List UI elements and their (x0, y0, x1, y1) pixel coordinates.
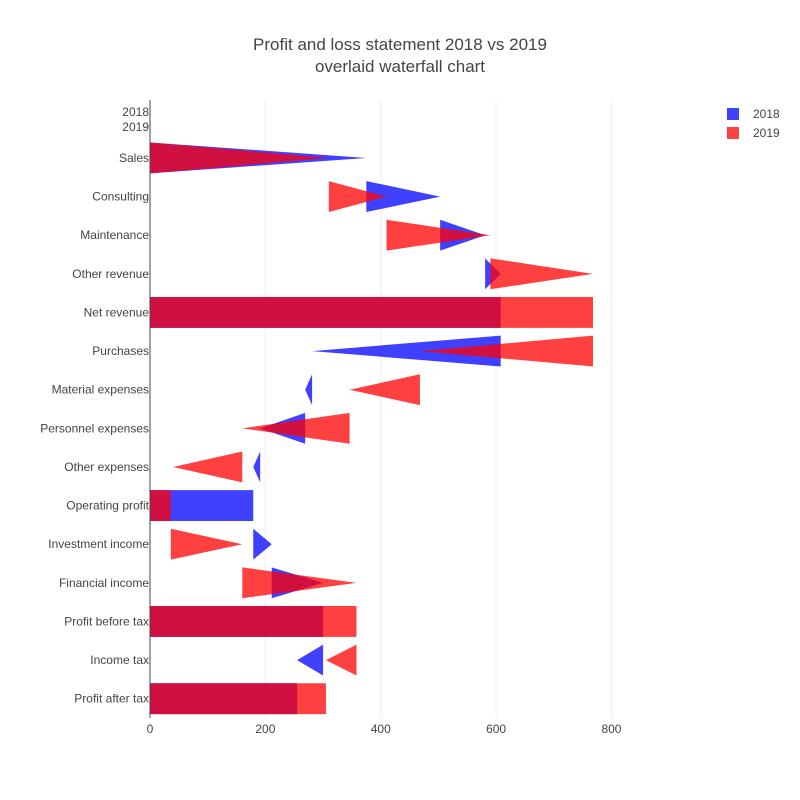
x-tick-label-400: 400 (371, 722, 391, 736)
x-tick-label-200: 200 (255, 722, 275, 736)
bar-2019-personnel-expenses[interactable] (242, 412, 350, 444)
bar-2018-material-expenses[interactable] (305, 374, 313, 406)
bar-2018-consulting[interactable] (366, 181, 441, 213)
legend-item-2018[interactable]: 2018 (727, 107, 780, 121)
legend[interactable]: 2018 2019 (727, 107, 780, 140)
y-tick-label-maintenance: Maintenance (80, 228, 149, 242)
y-tick-label-consulting: Consulting (92, 190, 149, 204)
x-tick-label-800: 800 (601, 722, 621, 736)
bar-2019-operating-profit[interactable] (150, 490, 171, 522)
y-tick-label-other-revenue: Other revenue (72, 267, 149, 281)
legend-label-2018: 2018 (753, 107, 780, 121)
bar-2018-investment-income[interactable] (253, 528, 272, 560)
legend-item-2019[interactable]: 2019 (727, 126, 780, 140)
y-tick-label-purchases: Purchases (92, 344, 149, 358)
bar-2018-other-expenses[interactable] (253, 451, 261, 483)
legend-label-2019: 2019 (753, 126, 780, 140)
y-tick-label-operating-profit: Operating profit (66, 499, 149, 513)
bar-2019-maintenance[interactable] (386, 219, 491, 251)
bar-2019-other-revenue[interactable] (490, 258, 594, 290)
y-tick-label-investment-income: Investment income (48, 537, 149, 551)
bar-2018-income-tax[interactable] (297, 644, 324, 676)
bar-2019-other-expenses[interactable] (173, 451, 243, 483)
legend-swatch-2018 (727, 108, 739, 120)
x-tick-label-600: 600 (486, 722, 506, 736)
y-group-header-2018: 2018 (122, 105, 149, 119)
y-tick-label-sales: Sales (119, 151, 149, 165)
chart-title-line2: overlaid waterfall chart (315, 57, 485, 76)
y-tick-label-financial-income: Financial income (59, 576, 149, 590)
y-tick-label-income-tax: Income tax (90, 653, 149, 667)
y-tick-label-personnel-expenses: Personnel expenses (40, 421, 149, 435)
bar-2019-consulting[interactable] (328, 181, 387, 213)
bar-2019-investment-income[interactable] (170, 528, 243, 560)
y-tick-label-profit-after-tax: Profit after tax (74, 692, 149, 706)
bar-2019-net-revenue[interactable] (150, 296, 594, 328)
bar-2019-financial-income[interactable] (242, 567, 357, 599)
bar-2018-purchases[interactable] (312, 335, 501, 367)
legend-swatch-2019 (727, 127, 739, 139)
y-tick-label-material-expenses: Material expenses (52, 383, 149, 397)
waterfall-marks (150, 142, 594, 715)
x-tick-label-0: 0 (147, 722, 154, 736)
bar-2019-profit-after-tax[interactable] (150, 683, 326, 715)
bar-2019-profit-before-tax[interactable] (150, 605, 357, 637)
y-tick-label-other-expenses: Other expenses (64, 460, 149, 474)
bar-2019-material-expenses[interactable] (349, 374, 420, 406)
y-tick-label-net-revenue: Net revenue (84, 305, 150, 319)
y-group-header-2019: 2019 (122, 120, 149, 134)
y-tick-label-profit-before-tax: Profit before tax (64, 614, 149, 628)
bar-2019-income-tax[interactable] (325, 644, 357, 676)
bar-2019-purchases[interactable] (419, 335, 594, 367)
bar-2019-sales[interactable] (150, 142, 329, 174)
chart-title-line1: Profit and loss statement 2018 vs 2019 (253, 35, 547, 54)
